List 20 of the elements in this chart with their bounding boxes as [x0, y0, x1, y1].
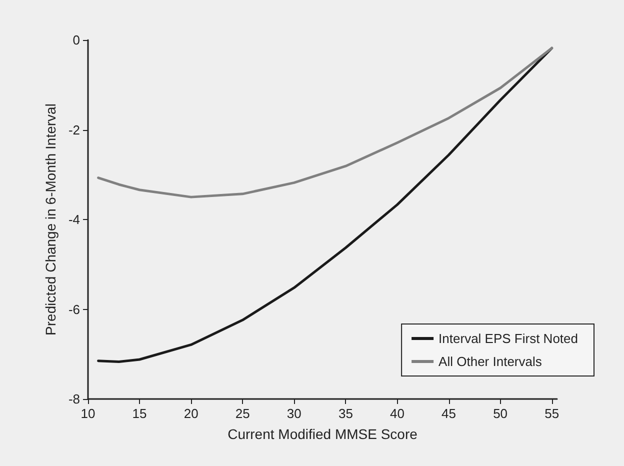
y-tick-label: -4 — [68, 212, 80, 227]
line-series — [97, 46, 554, 198]
y-tick-label: -8 — [68, 392, 80, 406]
x-tick-label: 45 — [442, 406, 456, 421]
x-tick-label: 40 — [390, 406, 404, 421]
x-tick-label: 10 — [80, 406, 96, 421]
x-tick-label: 50 — [493, 406, 508, 421]
x-tick-label: 35 — [338, 406, 353, 421]
legend-label: Interval EPS First Noted — [438, 331, 578, 346]
y-tick-label: 0 — [72, 32, 80, 48]
x-axis-title: Current Modified MMSE Score — [228, 426, 418, 442]
x-tick-label: 20 — [184, 406, 198, 421]
y-tick-label: -6 — [68, 302, 80, 317]
legend-label: All Other Intervals — [438, 354, 542, 369]
x-tick-label: 15 — [132, 406, 147, 421]
x-tick-label: 30 — [286, 406, 302, 421]
x-tick-label: 55 — [544, 406, 560, 421]
y-tick-label: -2 — [68, 122, 80, 138]
y-axis-title: Predicted Change in 6-Month Interval — [42, 104, 59, 336]
x-tick-label: 25 — [235, 406, 250, 421]
